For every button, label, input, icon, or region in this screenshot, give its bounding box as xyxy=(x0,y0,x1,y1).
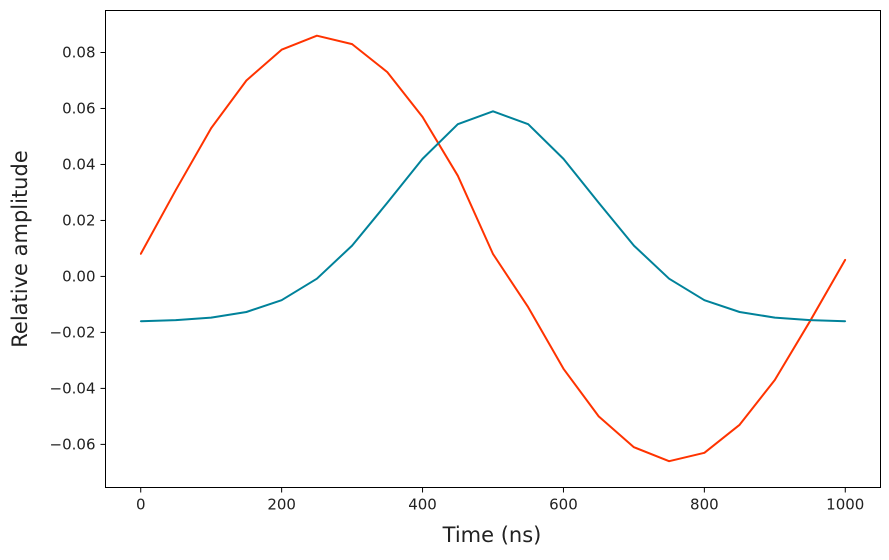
y-axis-label: Relative amplitude xyxy=(8,150,32,347)
data-point xyxy=(492,110,494,113)
y-tick-label: 0.06 xyxy=(62,99,95,117)
data-point xyxy=(562,158,565,160)
data-point xyxy=(139,320,142,323)
x-axis: 0 200 400 600 800 1000 xyxy=(136,487,864,514)
data-point xyxy=(774,379,776,381)
x-tick-label: 200 xyxy=(267,496,296,514)
series-line-2 xyxy=(140,110,846,323)
data-point xyxy=(175,319,177,321)
data-point xyxy=(175,188,177,191)
data-point xyxy=(668,460,670,462)
plot-frame xyxy=(105,10,881,488)
data-point xyxy=(844,258,847,261)
data-point xyxy=(280,48,283,51)
data-point xyxy=(316,277,318,280)
data-point xyxy=(351,43,353,45)
data-point xyxy=(280,299,283,302)
data-point xyxy=(562,368,565,370)
x-tick-label: 0 xyxy=(136,496,146,514)
data-point xyxy=(633,446,635,448)
data-point xyxy=(386,202,389,204)
y-tick-label: −0.02 xyxy=(50,323,96,341)
data-point xyxy=(245,79,248,82)
y-axis: −0.06 −0.04 −0.02 0.00 0.02 0.04 0.06 0.08 xyxy=(50,43,106,453)
data-point xyxy=(456,174,459,177)
data-point xyxy=(386,71,389,73)
y-tick-label: −0.06 xyxy=(50,435,96,453)
x-tick-label: 800 xyxy=(690,496,719,514)
y-tick-label: 0.08 xyxy=(62,43,95,61)
data-point xyxy=(703,299,706,302)
data-point xyxy=(668,277,670,280)
data-point xyxy=(456,123,459,125)
data-point xyxy=(738,311,741,313)
data-point xyxy=(245,311,248,313)
data-point xyxy=(492,253,494,255)
x-tick-label: 1000 xyxy=(826,496,864,514)
series-layer xyxy=(139,34,847,463)
data-point xyxy=(809,319,811,321)
x-tick-label: 400 xyxy=(408,496,437,514)
data-point xyxy=(139,253,142,255)
data-point xyxy=(774,316,776,319)
y-tick-label: −0.04 xyxy=(50,379,96,397)
data-point xyxy=(421,116,424,118)
x-axis-label: Time (ns) xyxy=(442,523,542,547)
data-point xyxy=(527,306,530,309)
y-tick-label: 0.00 xyxy=(62,267,95,285)
data-point xyxy=(527,123,530,125)
data-point xyxy=(210,127,212,129)
y-tick-label: 0.02 xyxy=(62,211,95,229)
data-point xyxy=(738,423,741,426)
data-point xyxy=(210,316,212,319)
data-point xyxy=(316,34,318,37)
data-point xyxy=(703,451,706,454)
data-point xyxy=(351,244,353,247)
data-point xyxy=(421,158,424,160)
data-point xyxy=(633,244,635,247)
series-line-1 xyxy=(139,34,847,463)
data-point xyxy=(597,415,600,418)
data-point xyxy=(844,320,847,323)
y-tick-label: 0.04 xyxy=(62,155,95,173)
x-tick-label: 600 xyxy=(549,496,578,514)
data-point xyxy=(597,202,600,204)
